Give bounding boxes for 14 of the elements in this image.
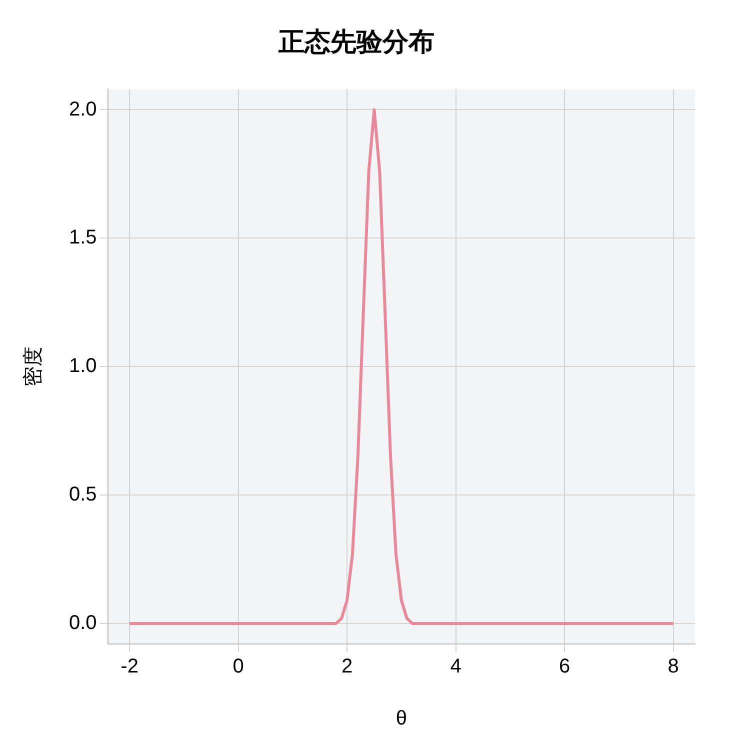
x-tick-label: -2: [120, 656, 138, 678]
x-tick-label: 2: [341, 656, 353, 678]
x-tick-label: 0: [232, 656, 244, 678]
y-tick-label: 0.0: [68, 612, 97, 634]
x-tick-label: 6: [558, 656, 570, 678]
y-axis-title: 密度: [22, 346, 45, 387]
chart-title: 正态先验分布: [278, 27, 434, 56]
x-axis-title: θ: [396, 708, 407, 730]
y-tick-label: 2.0: [68, 98, 97, 120]
y-tick-label: 1.0: [68, 355, 97, 378]
y-tick-label: 1.5: [68, 226, 97, 249]
x-tick-label: 4: [450, 656, 462, 678]
y-tick-label: 0.5: [68, 484, 97, 506]
x-tick-label: 8: [668, 656, 679, 678]
